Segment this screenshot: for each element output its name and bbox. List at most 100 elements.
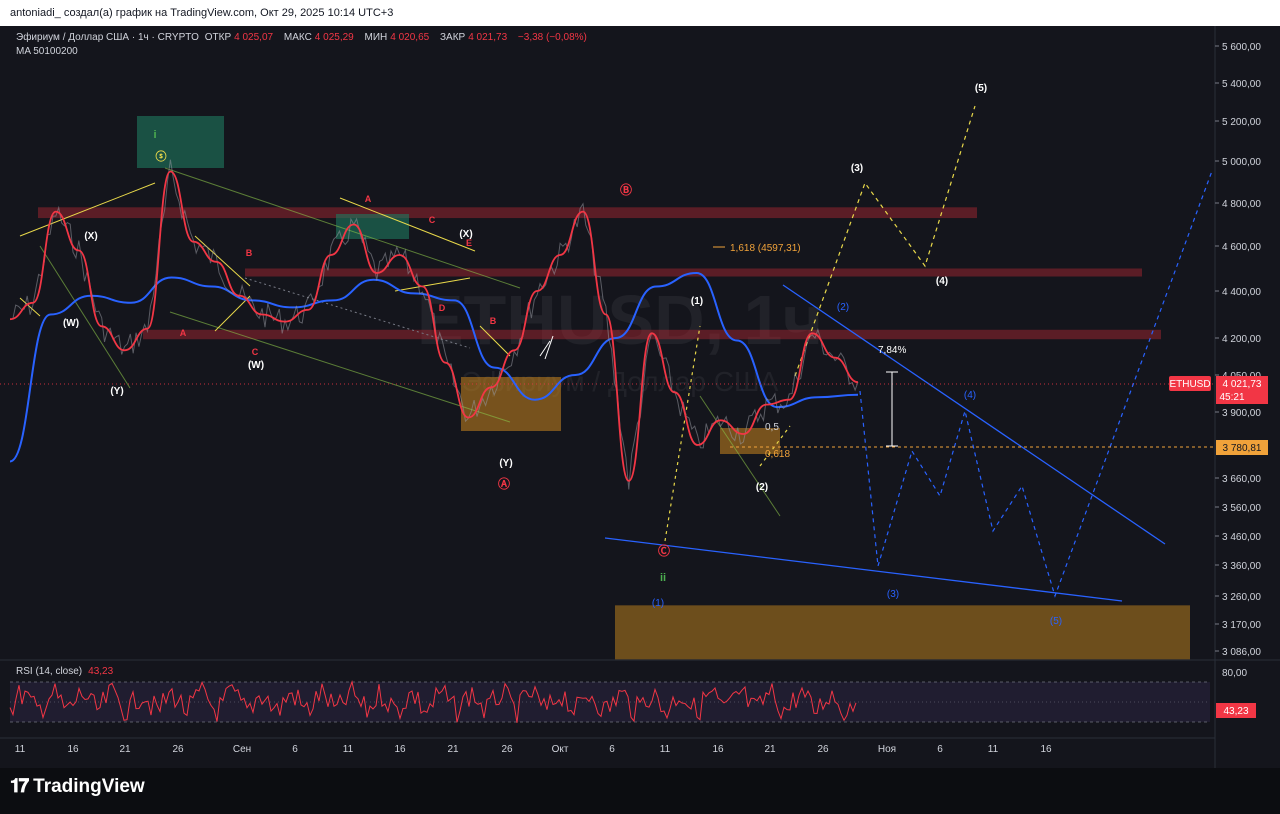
symbol-legend: Эфириум / Доллар США · 1ч · CRYPTO ОТКР 4… <box>16 32 595 43</box>
wave-label: A <box>365 194 372 204</box>
yellow-trendline-1 <box>19 182 156 237</box>
price-chart[interactable]: ETHUSD, 1ч Эфириум / Доллар США <box>0 26 1280 768</box>
blue-wave-label: (3) <box>887 589 899 600</box>
price-axis-label: 4 800,00 <box>1222 199 1261 210</box>
tradingview-brand: TradingView <box>33 776 145 797</box>
level-tag-value: 3 780,81 <box>1223 443 1262 454</box>
legend-close: 4 021,73 <box>468 32 508 43</box>
price-axis-label: 3 086,00 <box>1222 647 1261 658</box>
price-axis-label: 5 600,00 <box>1222 42 1261 53</box>
blue-projection <box>859 170 1213 598</box>
tradingview-logo-icon: 𝟏𝟕 <box>10 776 29 797</box>
yellow-line-a <box>194 235 251 287</box>
wave-label: (5) <box>975 83 987 94</box>
price-axis-label: 3 360,00 <box>1222 561 1261 572</box>
legend-low: 4 020,65 <box>390 32 430 43</box>
time-axis-label: 16 <box>67 744 79 755</box>
yellow-line-e <box>479 325 511 357</box>
wave-label: (Y) <box>110 386 123 397</box>
moving-average-line <box>9 271 859 463</box>
time-axis-label: 11 <box>988 744 999 755</box>
wave-label: E <box>466 238 472 248</box>
wave-label: ⓢ <box>156 149 167 163</box>
green-line-oct <box>699 395 781 517</box>
chart-title: antoniadi_ создал(а) график на TradingVi… <box>10 7 394 19</box>
time-axis-label: 16 <box>394 744 406 755</box>
price-axis-label: 4 200,00 <box>1222 334 1261 345</box>
rsi-value-tag: 43,23 <box>1223 706 1248 717</box>
time-axis-label: Сен <box>233 744 251 755</box>
green-channel-upper <box>164 167 521 289</box>
time-axis-label: Ноя <box>878 744 896 755</box>
price-axis-label: 5 200,00 <box>1222 117 1261 128</box>
price-axis-label: 3 900,00 <box>1222 408 1261 419</box>
time-axis-label: 21 <box>119 744 131 755</box>
time-axis-label: 11 <box>660 744 671 755</box>
time-axis-label: 16 <box>712 744 724 755</box>
time-axis-label: 6 <box>609 744 615 755</box>
legend-open-label: ОТКР <box>204 32 232 43</box>
resistance-zone <box>143 329 1161 340</box>
wave-label: (2) <box>756 482 768 493</box>
fib-1618-label: 1,618 (4597,31) <box>730 243 801 254</box>
current-price-tag: ETHUSD 4 021,73 45:21 <box>1169 376 1268 404</box>
watermark-ticker: ETHUSD, 1ч <box>417 281 823 359</box>
rsi-line <box>9 679 857 723</box>
legend-low-label: МИН <box>364 32 388 43</box>
price-axis-label: 4 400,00 <box>1222 287 1261 298</box>
price-axis-label: 3 560,00 <box>1222 503 1261 514</box>
trend-lines <box>19 167 1166 602</box>
green-box-top <box>137 116 224 168</box>
wave-label: i <box>153 129 156 141</box>
wave-label: A <box>180 328 187 338</box>
green-line-left <box>39 245 131 389</box>
price-axis-label: 5 400,00 <box>1222 79 1261 90</box>
yellow-line-b <box>214 295 251 332</box>
time-axis-label: 11 <box>343 744 354 755</box>
time-axis-label: 26 <box>817 744 829 755</box>
wave-label: ii <box>660 572 666 584</box>
wave-label: (X) <box>84 231 97 242</box>
time-axis-label: 21 <box>764 744 776 755</box>
tradingview-logo[interactable]: 𝟏𝟕 TradingView <box>10 776 145 798</box>
wave-label: Ⓐ <box>498 476 510 491</box>
wave-label: B <box>246 248 253 258</box>
white-pattern-2 <box>544 335 554 360</box>
time-axis: 11 16 21 26 Сен 6 11 16 21 26 Окт 6 11 16 21 26 Ноя 6 11 16 <box>15 744 1052 755</box>
wave-label: (4) <box>936 276 948 287</box>
chart-area[interactable]: ETHUSD, 1ч Эфириум / Доллар США <box>0 26 1280 768</box>
legend-close-label: ЗАКР <box>439 32 466 43</box>
yellow-wave-ii <box>664 325 701 542</box>
time-axis-label: 26 <box>501 744 513 755</box>
green-channel-lower <box>169 311 511 423</box>
rsi-upper-value: 80,00 <box>1222 668 1247 679</box>
price-ema-line <box>9 170 859 482</box>
yellow-projection <box>794 105 976 377</box>
yellow-line-c <box>339 197 476 252</box>
time-axis-label: 11 <box>15 744 26 755</box>
projections <box>664 105 1213 598</box>
wave-labels: iⓢ (X) (W) (Y) (W) (X) (Y) A B C D E A B C Ⓐ Ⓑ Ⓒii (1) (2) (… <box>63 83 1062 627</box>
yellow-wave-small <box>759 425 791 467</box>
rsi-legend-label: RSI (14, close) <box>16 666 83 677</box>
wave-label: B <box>490 316 497 326</box>
wave-label: C <box>252 347 259 357</box>
legend-change: −3,38 (−0,08%) <box>517 32 587 43</box>
footer <box>0 768 1280 814</box>
zones-group <box>38 116 1190 660</box>
legend-open: 4 025,07 <box>234 32 274 43</box>
price-axis-label: 5 000,00 <box>1222 157 1261 168</box>
fib-0618-label: 0,618 <box>765 449 790 460</box>
blue-wedge-lower <box>604 537 1123 602</box>
wave-label: Ⓑ <box>620 182 632 197</box>
measure-arrow <box>886 371 898 447</box>
time-axis-label: Окт <box>552 744 569 755</box>
blue-wave-label: (4) <box>964 390 976 401</box>
level-price-tag: 3 780,81 <box>1216 440 1268 455</box>
legend-high: 4 025,29 <box>314 32 354 43</box>
wave-label: C <box>429 215 436 225</box>
wave-label: Ⓒ <box>658 543 670 558</box>
top-title-bar: antoniadi_ создал(а) график на TradingVi… <box>0 0 1280 26</box>
wave-label: (1) <box>691 296 703 307</box>
price-tag-symbol: ETHUSD <box>1169 379 1210 390</box>
